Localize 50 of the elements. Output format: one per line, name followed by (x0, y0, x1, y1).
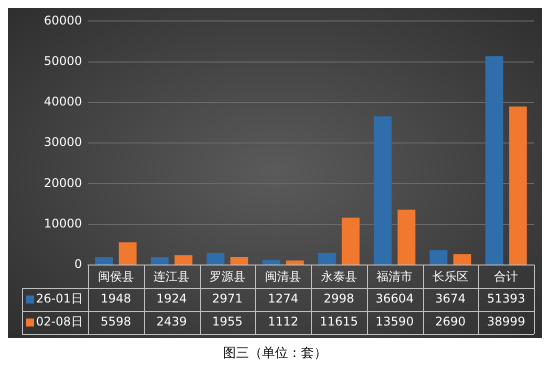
legend-label: 26-01日 (36, 292, 83, 306)
data-label: 1948 (100, 292, 132, 306)
bar (430, 250, 448, 264)
legend-label: 02-08日 (36, 314, 83, 329)
x-tick-label: 永泰县 (320, 269, 357, 284)
bar (95, 257, 113, 264)
bar (485, 56, 504, 264)
x-tick-label: 闽侯县 (98, 269, 134, 284)
data-label: 2998 (324, 292, 354, 306)
y-tick-label: 30000 (44, 135, 82, 150)
y-tick-label: 10000 (44, 216, 82, 230)
bar (286, 260, 304, 264)
x-tick-label: 长乐区 (432, 269, 468, 284)
bar (118, 242, 137, 264)
data-label: 11615 (320, 314, 358, 329)
y-tick-label: 50000 (44, 54, 82, 68)
bar (262, 260, 280, 264)
y-tick-label: 40000 (44, 94, 82, 109)
bar (230, 257, 248, 264)
bar (453, 254, 472, 264)
data-label: 2971 (212, 292, 243, 306)
x-tick-label: 罗源县 (209, 269, 246, 284)
data-label: 51393 (487, 292, 526, 306)
data-label: 1955 (212, 314, 243, 329)
data-label: 2690 (435, 314, 466, 329)
bar (174, 255, 192, 264)
bar (206, 252, 224, 264)
bar (318, 252, 336, 264)
text: 图三（单位：套） (222, 345, 328, 362)
x-tick-label: 福清市 (376, 269, 413, 284)
data-label: 2439 (156, 314, 187, 329)
bar (398, 210, 416, 264)
data-label: 3674 (435, 292, 466, 306)
x-tick-label: 闽清县 (265, 269, 302, 284)
data-label: 5598 (100, 314, 132, 329)
y-tick-label: 0 (74, 257, 82, 272)
data-label: 36604 (376, 292, 414, 306)
data-label: 1274 (268, 292, 298, 306)
bar (509, 106, 527, 264)
y-tick-label: 60000 (44, 13, 82, 28)
bar (374, 116, 392, 264)
data-label: 1112 (268, 314, 298, 329)
x-tick-label: 连江县 (154, 269, 190, 284)
data-label: 1924 (156, 292, 187, 306)
bar (150, 257, 169, 264)
data-label: 38999 (487, 314, 526, 329)
bar (342, 218, 360, 264)
y-tick-label: 20000 (44, 176, 82, 190)
data-label: 13590 (376, 314, 414, 329)
x-tick-label: 合计 (494, 269, 518, 284)
